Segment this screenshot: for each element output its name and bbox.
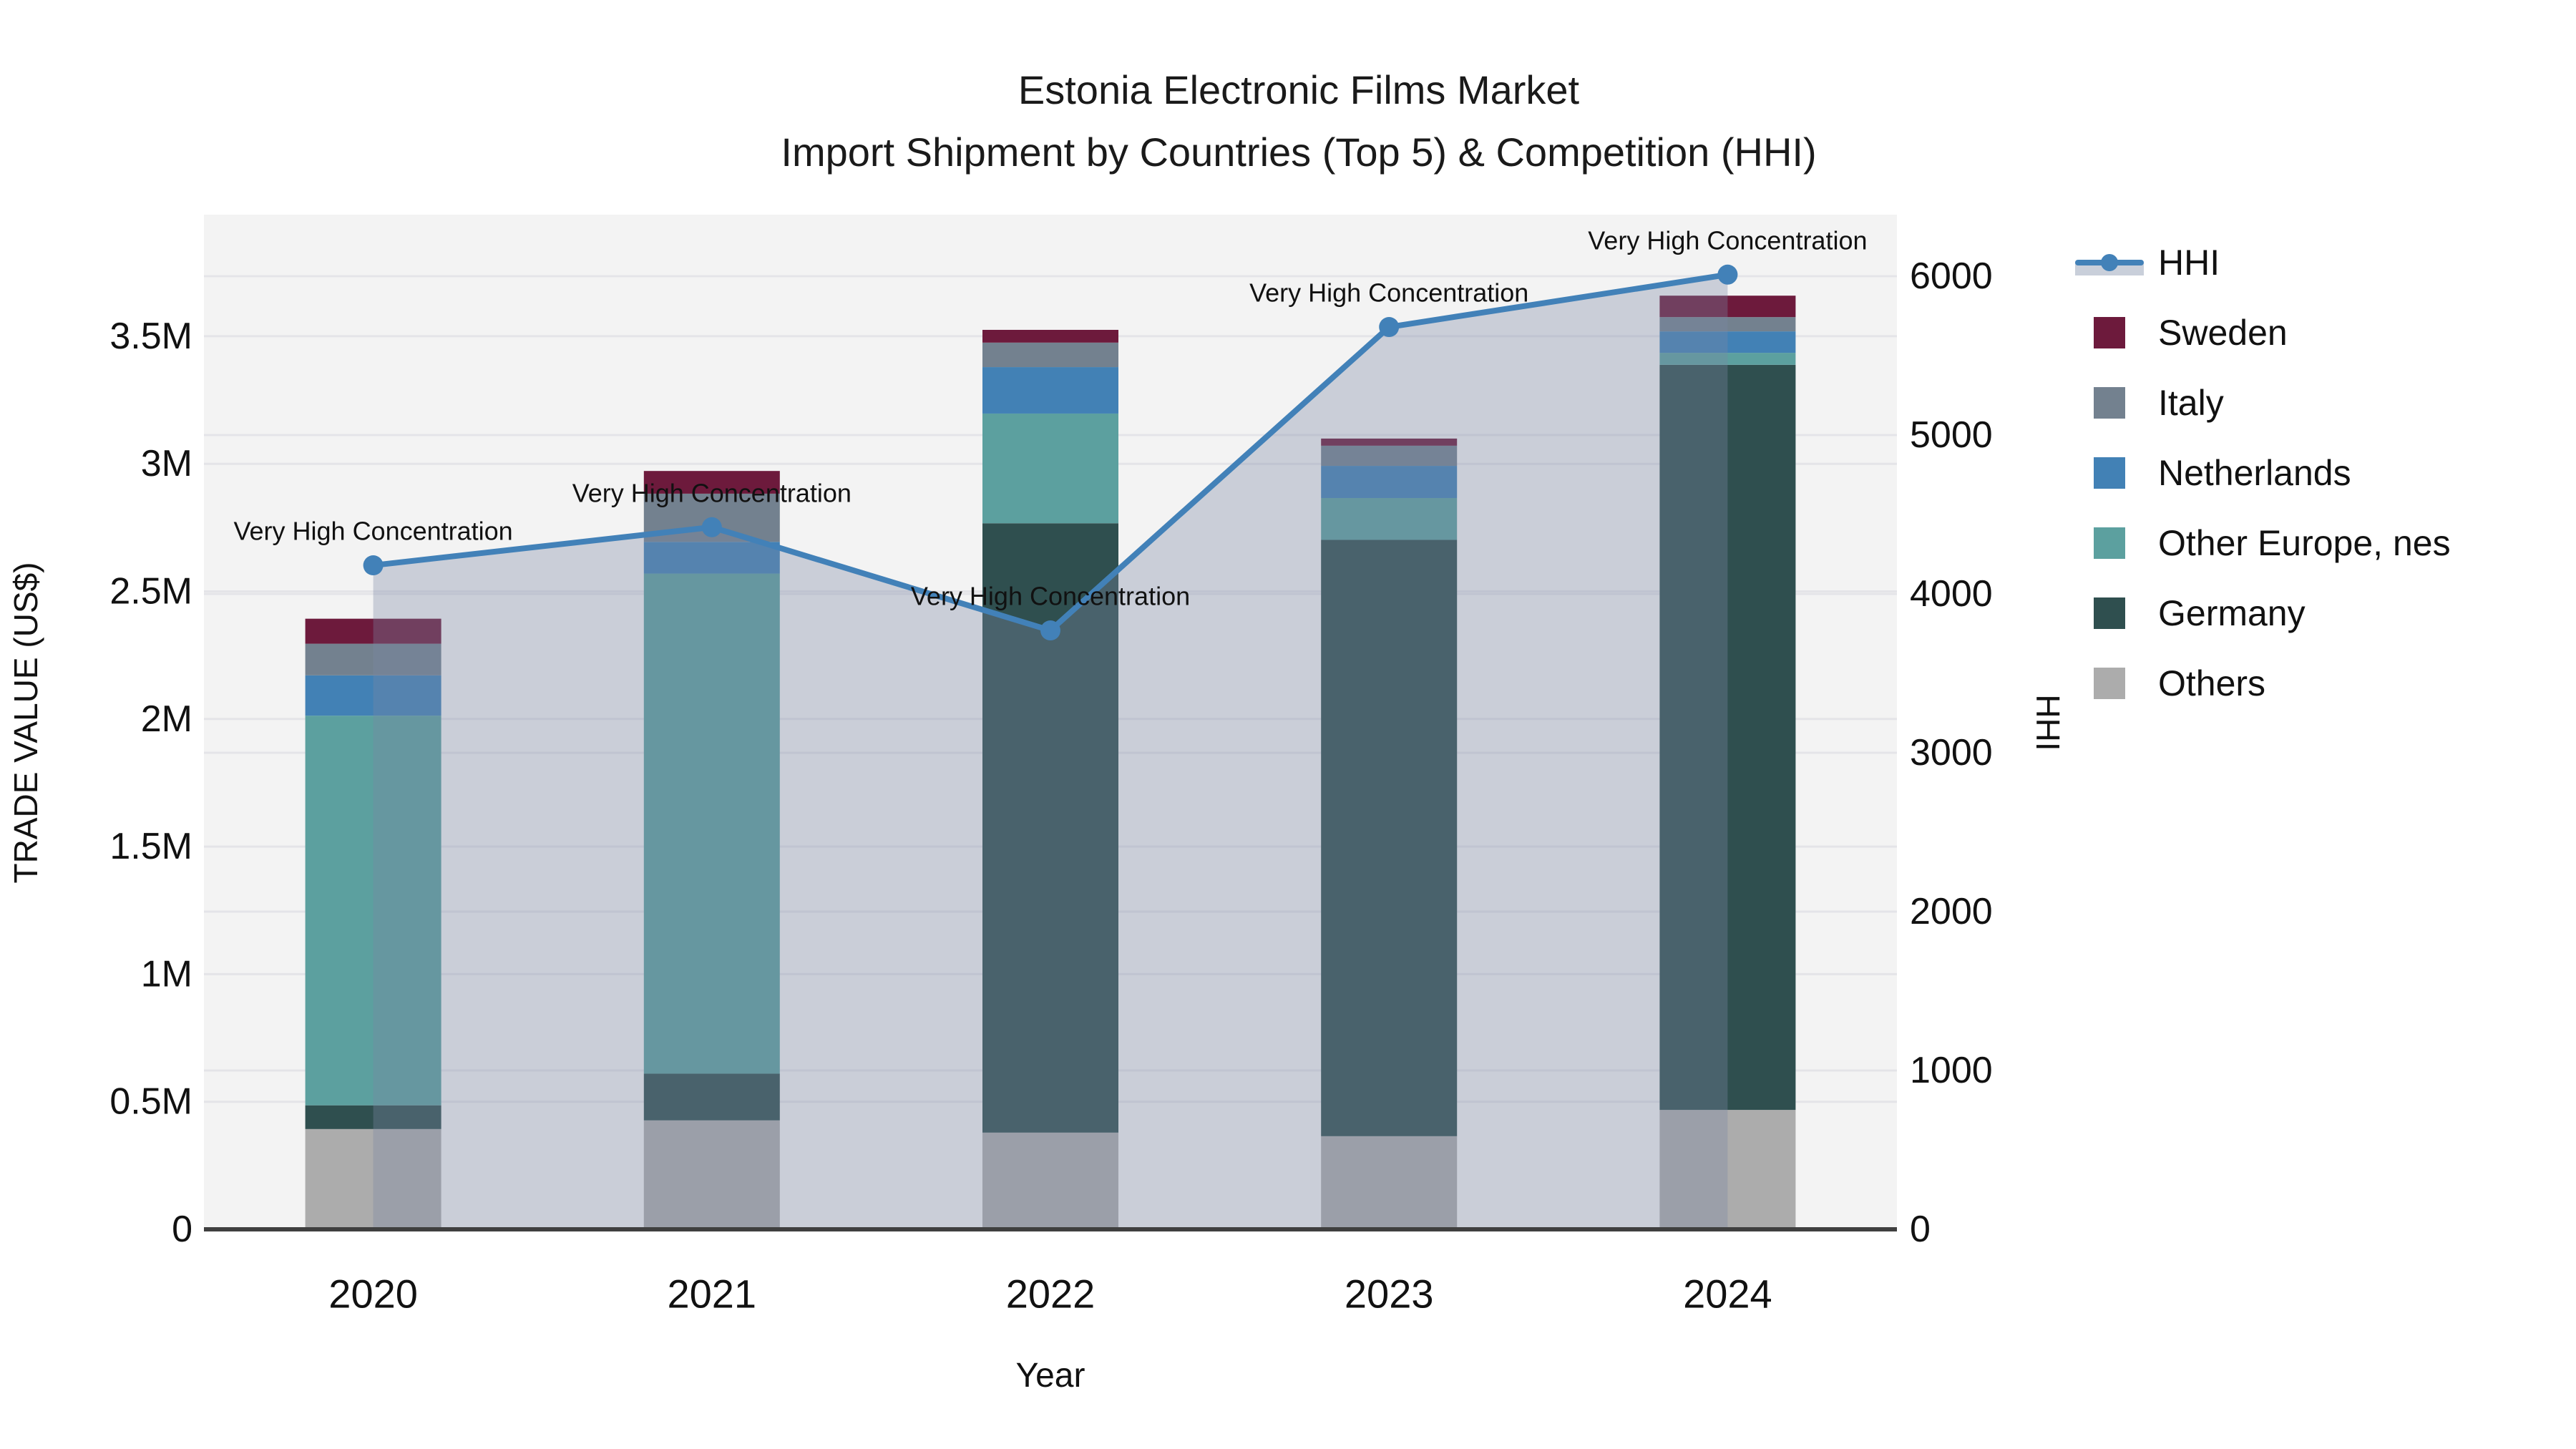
annotation-2020: Very High Concentration bbox=[233, 517, 512, 546]
legend-item-other-europe[interactable]: Other Europe, nes bbox=[2075, 508, 2451, 578]
x-axis-title: Year bbox=[1016, 1357, 1085, 1395]
annotation-2023: Very High Concentration bbox=[1249, 278, 1528, 308]
legend-item-italy[interactable]: Italy bbox=[2075, 368, 2451, 438]
legend: HHI Sweden Italy Netherlands Other Europ… bbox=[2075, 228, 2451, 718]
x-tick-2022: 2022 bbox=[1006, 1272, 1096, 1317]
legend-item-germany[interactable]: Germany bbox=[2075, 578, 2451, 648]
bar-segment-germany-2021 bbox=[643, 1073, 780, 1121]
annotation-2024: Very High Concentration bbox=[1588, 225, 1867, 255]
germany-swatch-icon bbox=[2094, 597, 2125, 629]
bar-segment-other-europe-nes-2020 bbox=[305, 716, 441, 1106]
y-tick-left: 2M bbox=[141, 698, 192, 740]
legend-item-hhi[interactable]: HHI bbox=[2075, 228, 2451, 298]
x-axis-baseline bbox=[204, 1227, 1897, 1231]
bar-segment-others-2020 bbox=[305, 1128, 441, 1229]
legend-label: Netherlands bbox=[2158, 453, 2351, 493]
other-europe-swatch-icon bbox=[2094, 527, 2125, 559]
hhi-marker-2024 bbox=[1717, 264, 1738, 285]
hhi-line bbox=[363, 264, 1738, 641]
y-tick-left: 2.5M bbox=[109, 571, 192, 613]
bar-segment-netherlands-2021 bbox=[643, 542, 780, 574]
bar-segment-sweden-2021 bbox=[643, 471, 780, 494]
bar-segment-italy-2022 bbox=[982, 342, 1118, 368]
bar-segment-italy-2023 bbox=[1321, 445, 1458, 467]
legend-label: HHI bbox=[2158, 243, 2220, 283]
legend-item-sweden[interactable]: Sweden bbox=[2075, 298, 2451, 368]
bar-segment-netherlands-2022 bbox=[982, 367, 1118, 414]
legend-label: Sweden bbox=[2158, 313, 2288, 353]
hhi-area-fill bbox=[373, 274, 1728, 1229]
annotation-2021: Very High Concentration bbox=[572, 478, 852, 507]
y-axis-title-right: HHI bbox=[2029, 694, 2067, 751]
y-tick-left: 0.5M bbox=[109, 1081, 192, 1123]
y-axis-title-left: TRADE VALUE (US$) bbox=[7, 562, 44, 883]
y-tick-left: 0 bbox=[172, 1209, 192, 1250]
bar-segment-germany-2024 bbox=[1659, 364, 1796, 1111]
others-swatch-icon bbox=[2094, 668, 2125, 699]
y-tick-left: 3M bbox=[141, 443, 192, 484]
legend-item-netherlands[interactable]: Netherlands bbox=[2075, 438, 2451, 508]
legend-label: Others bbox=[2158, 663, 2266, 703]
bar-segment-germany-2020 bbox=[305, 1105, 441, 1129]
hhi-marker-2022 bbox=[1040, 620, 1060, 641]
bar-segment-others-2022 bbox=[982, 1132, 1118, 1229]
bar-segment-italy-2024 bbox=[1659, 317, 1796, 332]
bar-segment-other-europe-nes-2023 bbox=[1321, 497, 1458, 540]
bar-segment-others-2024 bbox=[1659, 1110, 1796, 1229]
chart-title-line1: Estonia Electronic Films Market bbox=[1018, 67, 1580, 112]
hhi-marker-2020 bbox=[363, 555, 384, 576]
bar-segment-others-2023 bbox=[1321, 1136, 1458, 1229]
legend-item-others[interactable]: Others bbox=[2075, 648, 2451, 718]
y-tick-right: 5000 bbox=[1910, 414, 1993, 456]
x-tick-2023: 2023 bbox=[1345, 1272, 1434, 1317]
netherlands-swatch-icon bbox=[2094, 457, 2125, 489]
bar-segment-italy-2020 bbox=[305, 643, 441, 675]
legend-label: Italy bbox=[2158, 383, 2224, 423]
y-tick-right: 4000 bbox=[1910, 573, 1993, 615]
y-tick-right: 2000 bbox=[1910, 891, 1993, 932]
bar-segment-sweden-2024 bbox=[1659, 296, 1796, 318]
y-tick-right: 3000 bbox=[1910, 732, 1993, 774]
y-tick-right: 1000 bbox=[1910, 1050, 1993, 1091]
tick-labels: 0 0.5M 1M 1.5M 2M 2.5M 3M 3.5M 0 1000 2000 3000 4000… bbox=[109, 255, 1992, 1317]
point-annotations: Very High Concentration Very High Concent… bbox=[233, 225, 1867, 610]
bar-segment-other-europe-nes-2024 bbox=[1659, 353, 1796, 365]
italy-swatch-icon bbox=[2094, 387, 2125, 419]
chart-title-line2: Import Shipment by Countries (Top 5) & C… bbox=[781, 130, 1816, 175]
bar-segment-sweden-2022 bbox=[982, 329, 1118, 343]
hhi-line-swatch-icon bbox=[2075, 247, 2144, 278]
y-tick-left: 3.5M bbox=[109, 316, 192, 357]
bar-segment-netherlands-2020 bbox=[305, 675, 441, 716]
bar-segment-others-2021 bbox=[643, 1120, 780, 1229]
bar-segment-sweden-2023 bbox=[1321, 438, 1458, 446]
bar-segment-other-europe-nes-2022 bbox=[982, 413, 1118, 524]
y-tick-right: 6000 bbox=[1910, 255, 1993, 297]
annotation-2022: Very High Concentration bbox=[911, 582, 1190, 611]
y-tick-left: 1M bbox=[141, 953, 192, 995]
y-tick-right: 0 bbox=[1910, 1209, 1931, 1250]
sweden-swatch-icon bbox=[2094, 317, 2125, 348]
x-axis-line bbox=[204, 1227, 1897, 1231]
hhi-marker-2023 bbox=[1379, 317, 1400, 338]
y-tick-left: 1.5M bbox=[109, 826, 192, 867]
bar-segment-netherlands-2023 bbox=[1321, 466, 1458, 498]
x-tick-2024: 2024 bbox=[1683, 1272, 1772, 1317]
x-tick-2020: 2020 bbox=[328, 1272, 418, 1317]
x-tick-2021: 2021 bbox=[668, 1272, 757, 1317]
bar-segment-sweden-2020 bbox=[305, 618, 441, 644]
legend-label: Germany bbox=[2158, 593, 2306, 633]
bar-segment-germany-2023 bbox=[1321, 540, 1458, 1136]
bar-segment-netherlands-2024 bbox=[1659, 331, 1796, 353]
hhi-marker-2021 bbox=[701, 517, 722, 537]
bar-segment-other-europe-nes-2021 bbox=[643, 573, 780, 1074]
legend-label: Other Europe, nes bbox=[2158, 523, 2451, 563]
hhi-area bbox=[373, 274, 1728, 1229]
